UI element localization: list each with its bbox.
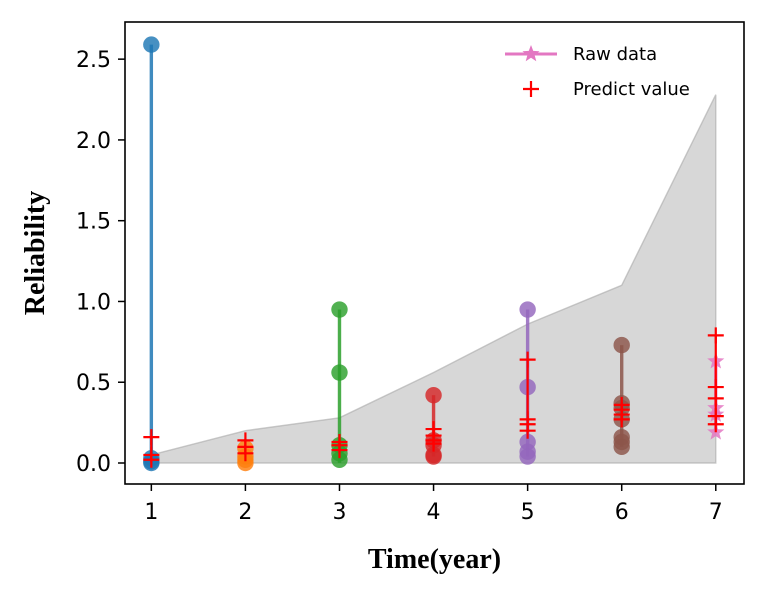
x-tick-label: 1 [144, 500, 158, 525]
legend-predict-plus-marker [523, 81, 539, 97]
raw-point-year-5 [519, 448, 536, 465]
predict-series-year-6 [613, 396, 630, 428]
predict-series-year-1 [143, 429, 160, 468]
uncertainty-band [150, 94, 717, 464]
predict-point-year-6 [613, 411, 630, 428]
legend: Raw data Predict value [505, 44, 690, 100]
raw-point-year-2 [237, 454, 254, 472]
x-tick-label: 6 [615, 500, 629, 525]
legend-item-predict-value: Predict value [523, 79, 690, 100]
x-tick-label: 5 [521, 500, 535, 525]
predict-point-year-5 [519, 351, 536, 368]
y-axis-title: Reliability [20, 191, 51, 315]
y-tick-label: 2.5 [76, 48, 111, 73]
x-tick-label: 2 [238, 500, 252, 525]
legend-predict-label: Predict value [573, 79, 690, 100]
y-tick-label: 0.0 [76, 452, 111, 477]
predict-series-year-5 [519, 351, 536, 439]
raw-point-year-6 [613, 438, 630, 456]
predict-point-year-7 [707, 390, 724, 407]
raw-point-year-3 [331, 301, 348, 318]
x-tick-label: 7 [709, 500, 723, 525]
predict-point-year-4 [425, 435, 442, 452]
x-tick-label: 3 [332, 500, 346, 525]
axis-ticks: 1 2 3 4 5 6 7 0.0 0.5 1.0 1.5 2.0 2.5 [76, 48, 723, 525]
raw-point-year-4 [425, 386, 442, 404]
predict-point-year-7 [707, 327, 724, 344]
predict-point-year-7 [707, 416, 724, 433]
raw-point-year-3 [331, 451, 348, 468]
predict-series-year-2 [237, 432, 254, 462]
predict-point-year-2 [237, 445, 254, 462]
predict-series-year-7 [707, 327, 724, 433]
y-tick-label: 2.0 [76, 129, 111, 154]
raw-point-year-4 [425, 448, 442, 465]
predict-point-year-5 [519, 422, 536, 439]
raw-point-year-3 [331, 364, 348, 381]
legend-raw-label: Raw data [573, 44, 657, 65]
predict-series-year-4 [425, 421, 442, 452]
y-tick-label: 1.0 [76, 290, 111, 315]
plot-area [143, 36, 725, 472]
predict-point-year-1 [143, 451, 160, 468]
predict-series-year-3 [331, 434, 348, 459]
x-tick-label: 4 [427, 500, 441, 525]
predict-point-year-3 [331, 442, 348, 459]
legend-item-raw-data: Raw data [505, 44, 657, 65]
predict-point-year-1 [143, 429, 160, 446]
raw-point-year-6 [613, 336, 630, 354]
raw-point-year-5 [519, 301, 536, 318]
x-axis-title: Time(year) [368, 544, 501, 575]
plot-frame [124, 21, 745, 485]
y-tick-label: 1.5 [76, 210, 111, 235]
raw-point-year-1 [143, 36, 160, 53]
y-tick-label: 0.5 [76, 371, 111, 396]
legend-raw-star-marker [522, 45, 540, 62]
